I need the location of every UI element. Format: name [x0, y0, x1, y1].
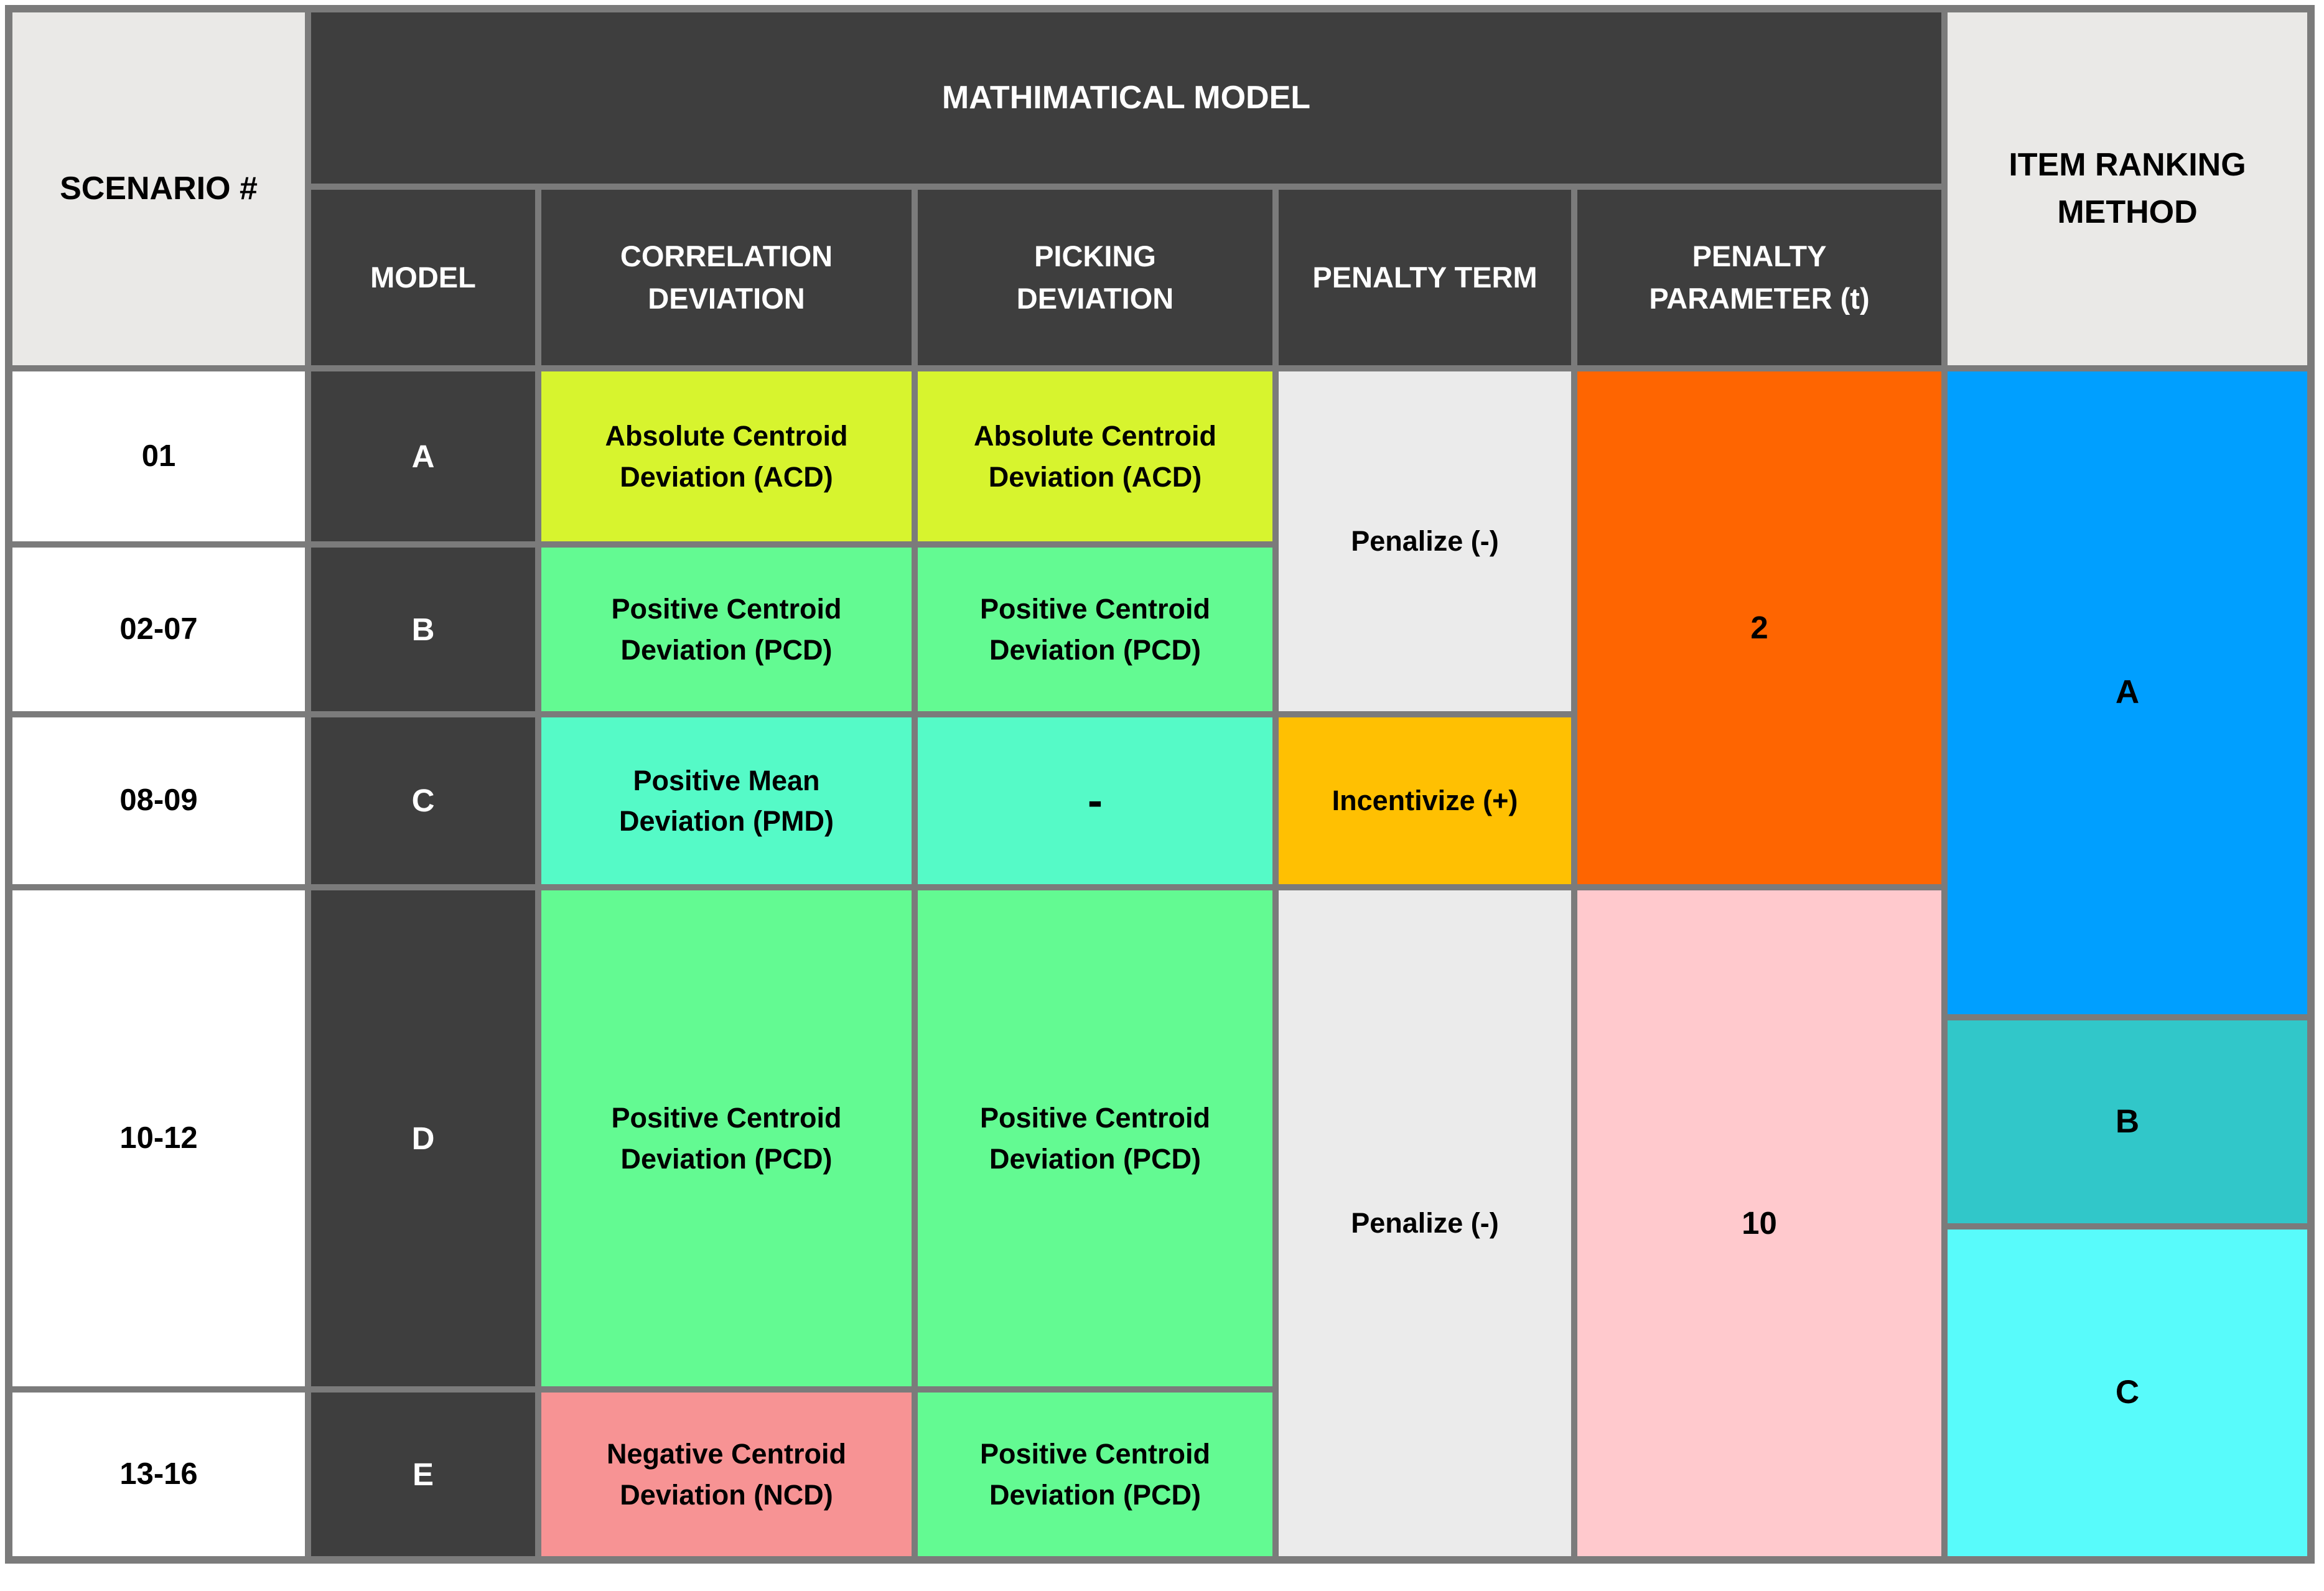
picking-deviation-cell-pcd-e: Positive Centroid Deviation (PCD): [918, 1393, 1272, 1556]
item-ranking-cell-a: A: [1948, 371, 2307, 1014]
correlation-deviation-text: Positive Centroid Deviation (PCD): [611, 1102, 842, 1175]
model-cell-a: A: [311, 371, 535, 541]
penalty-term-header-label: PENALTY TERM: [1312, 260, 1538, 294]
penalty-parameter-header-label: PENALTY PARAMETER (t): [1649, 239, 1870, 315]
penalty-term-column-header: PENALTY TERM: [1279, 190, 1571, 365]
scenario-cell-01: 01: [12, 371, 305, 541]
item-ranking-cell-c: C: [1948, 1229, 2307, 1556]
picking-deviation-text: Positive Centroid Deviation (PCD): [979, 593, 1211, 666]
correlation-deviation-cell-acd: Absolute Centroid Deviation (ACD): [541, 371, 912, 541]
correlation-deviation-cell-pcd-d: Positive Centroid Deviation (PCD): [541, 890, 912, 1386]
scenario-cell-08-09: 08-09: [12, 717, 305, 884]
model-cell-d: D: [311, 890, 535, 1386]
picking-deviation-text: Absolute Centroid Deviation (ACD): [974, 420, 1216, 493]
scenario-cell-10-12: 10-12: [12, 890, 305, 1386]
penalty-term-cell-incentivize: Incentivize (+): [1279, 717, 1571, 884]
correlation-deviation-header-label: CORRELATION DEVIATION: [620, 239, 833, 315]
picking-deviation-cell-acd: Absolute Centroid Deviation (ACD): [918, 371, 1272, 541]
correlation-deviation-text: Positive Centroid Deviation (PCD): [611, 593, 842, 666]
model-cell-b: B: [311, 548, 535, 711]
picking-deviation-cell-pcd-d: Positive Centroid Deviation (PCD): [918, 890, 1272, 1386]
correlation-deviation-cell-pcd-b: Positive Centroid Deviation (PCD): [541, 548, 912, 711]
correlation-deviation-text: Absolute Centroid Deviation (ACD): [605, 420, 848, 493]
table-main-grid: SCENARIO # MATHIMATICAL MODEL MODEL CORR…: [12, 12, 1941, 1556]
penalty-term-cell-penalize-bottom: Penalize (-): [1279, 890, 1571, 1556]
picking-deviation-text: Positive Centroid Deviation (PCD): [979, 1102, 1211, 1175]
item-ranking-column-header: ITEM RANKING METHOD: [1948, 12, 2307, 365]
correlation-deviation-text: Negative Centroid Deviation (NCD): [606, 1438, 847, 1511]
picking-deviation-dash: -: [1088, 776, 1103, 826]
penalty-parameter-cell-10: 10: [1577, 890, 1941, 1556]
table-frame: SCENARIO # MATHIMATICAL MODEL MODEL CORR…: [5, 5, 2315, 1564]
penalty-term-cell-penalize-top: Penalize (-): [1279, 371, 1571, 711]
correlation-deviation-text: Positive Mean Deviation (PMD): [618, 764, 834, 837]
mathematical-model-group-header: MATHIMATICAL MODEL: [311, 12, 1941, 184]
scenario-cell-02-07: 02-07: [12, 548, 305, 711]
penalty-parameter-column-header: PENALTY PARAMETER (t): [1577, 190, 1941, 365]
scenario-cell-13-16: 13-16: [12, 1393, 305, 1556]
picking-deviation-header-label: PICKING DEVIATION: [1016, 239, 1174, 315]
item-ranking-header-label: ITEM RANKING METHOD: [2009, 147, 2246, 230]
penalty-parameter-cell-2: 2: [1577, 371, 1941, 884]
picking-deviation-cell-pcd-b: Positive Centroid Deviation (PCD): [918, 548, 1272, 711]
picking-deviation-text: Positive Centroid Deviation (PCD): [979, 1438, 1211, 1511]
model-cell-e: E: [311, 1393, 535, 1556]
item-ranking-cell-b: B: [1948, 1020, 2307, 1223]
model-cell-c: C: [311, 717, 535, 884]
correlation-deviation-cell-pmd: Positive Mean Deviation (PMD): [541, 717, 912, 884]
model-column-header: MODEL: [311, 190, 535, 365]
item-ranking-column: ITEM RANKING METHOD A B C: [1948, 12, 2307, 1556]
picking-deviation-cell-none: -: [918, 717, 1272, 884]
correlation-deviation-column-header: CORRELATION DEVIATION: [541, 190, 912, 365]
scenario-column-header: SCENARIO #: [12, 12, 305, 365]
picking-deviation-column-header: PICKING DEVIATION: [918, 190, 1272, 365]
correlation-deviation-cell-ncd: Negative Centroid Deviation (NCD): [541, 1393, 912, 1556]
